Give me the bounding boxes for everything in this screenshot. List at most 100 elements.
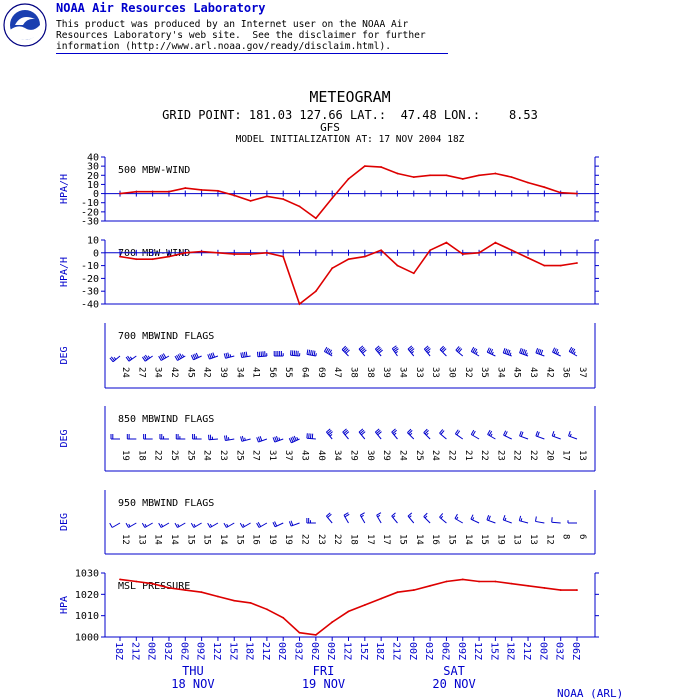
- data-point: [445, 580, 448, 583]
- wind-barb: [486, 347, 496, 357]
- wind-barb: [407, 345, 415, 357]
- wind-barb: [470, 514, 480, 524]
- wind-feather: [257, 436, 261, 442]
- wind-feather: [411, 351, 414, 354]
- disclaimer-line: This product was produced by an Internet…: [56, 19, 409, 30]
- model-init: MODEL INITIALIZATION AT: 17 NOV 2004 18Z: [236, 134, 465, 145]
- x-tick-label: 18Z: [505, 642, 516, 660]
- data-point: [249, 601, 252, 604]
- disclaimer-line: information (http://www.arl.noaa.gov/rea…: [56, 41, 392, 52]
- wind-barb: [343, 512, 350, 524]
- y-axis-label: DEG: [59, 513, 70, 531]
- wind-speed-label: 13: [136, 534, 146, 545]
- wind-feather: [162, 353, 167, 359]
- wind-speed-label: 25: [414, 450, 424, 461]
- wind-staff: [535, 520, 545, 524]
- wind-feather: [573, 351, 576, 355]
- wind-feather: [376, 429, 381, 434]
- wind-feather: [504, 431, 508, 437]
- wind-barb: [535, 516, 545, 524]
- wind-staff: [177, 522, 186, 528]
- noaa-logo: [3, 3, 47, 47]
- wind-feather: [207, 354, 210, 360]
- wind-feather: [427, 351, 431, 354]
- data-point: [445, 174, 448, 177]
- wind-feather: [278, 437, 281, 441]
- wind-speed-label: 23: [495, 450, 505, 461]
- wind-feather: [556, 351, 560, 355]
- x-tick-label: 12Z: [342, 642, 353, 660]
- wind-barb: [126, 434, 137, 440]
- data-point: [119, 192, 121, 195]
- wind-feather: [359, 429, 365, 434]
- wind-feather: [375, 428, 380, 433]
- wind-barb: [455, 346, 464, 357]
- wind-feather: [242, 523, 245, 527]
- wind-speed-label: 45: [185, 367, 195, 378]
- wind-barb: [454, 429, 464, 440]
- wind-feather: [239, 522, 244, 528]
- wind-feather: [571, 348, 576, 354]
- panel-2: HPA/H 700 MBW-WIND 100 -10 -20 -30 -40: [59, 236, 599, 311]
- wind-feather: [127, 355, 131, 361]
- wind-feather: [190, 355, 194, 361]
- wind-feather: [502, 515, 506, 521]
- wind-staff: [226, 522, 235, 528]
- wind-feather: [552, 347, 556, 353]
- x-tick-label: 03Z: [162, 642, 173, 660]
- wind-feather: [174, 522, 178, 528]
- wind-feather: [227, 352, 230, 358]
- wind-speed-label: 18: [349, 534, 359, 545]
- wind-speed-label: 15: [446, 534, 456, 545]
- wind-speed-label: 37: [283, 450, 293, 461]
- wind-speed-label: 27: [251, 450, 261, 461]
- wind-staff: [306, 437, 316, 440]
- wind-feather: [360, 514, 364, 518]
- wind-feather: [538, 349, 542, 355]
- wind-staff: [358, 348, 366, 357]
- wind-barb: [391, 428, 398, 440]
- wind-barb: [359, 512, 366, 524]
- x-tick-label: 03Z: [423, 642, 434, 660]
- wind-staff: [258, 522, 268, 528]
- wind-feather: [110, 356, 115, 361]
- wind-speed-label: 17: [365, 534, 375, 545]
- wind-feather: [440, 515, 444, 519]
- wind-barb: [519, 431, 529, 440]
- chart-title: METEOGRAM: [309, 88, 390, 106]
- wind-speed-label: 39: [381, 367, 391, 378]
- lab-title[interactable]: NOAA Air Resources Laboratory: [56, 1, 266, 15]
- wind-staff: [225, 438, 235, 442]
- wind-feather: [109, 522, 113, 528]
- data-point: [412, 589, 415, 591]
- wind-speed-label: 69: [316, 367, 326, 378]
- wind-speed-label: 31: [267, 450, 277, 461]
- wind-speed-label: 14: [218, 534, 228, 545]
- wind-feather: [342, 428, 347, 433]
- wind-feather: [296, 437, 299, 440]
- wind-feather: [360, 512, 365, 516]
- wind-speed-label: 22: [479, 450, 489, 461]
- wind-speed-label: 19: [495, 534, 505, 545]
- wind-barb: [518, 515, 529, 524]
- wind-feather: [125, 522, 129, 528]
- wind-speed-label: 15: [234, 534, 244, 545]
- y-tick-label: 0: [93, 189, 99, 200]
- wind-feather: [470, 514, 474, 520]
- wind-speed-label: 21: [463, 450, 473, 461]
- wind-feather: [160, 523, 164, 527]
- wind-barb: [552, 347, 561, 357]
- data-point: [527, 181, 529, 184]
- wind-feather: [224, 435, 226, 441]
- wind-speed-label: 38: [349, 367, 359, 378]
- wind-feather: [426, 348, 431, 353]
- wind-speed-label: 34: [332, 450, 342, 461]
- wind-feather: [522, 349, 526, 355]
- data-point: [576, 262, 578, 264]
- wind-feather: [568, 346, 573, 352]
- wind-feather: [313, 350, 316, 356]
- wind-barb: [125, 355, 137, 362]
- wind-barb: [535, 348, 545, 357]
- header-divider: [56, 53, 448, 54]
- y-axis-label: DEG: [59, 429, 70, 447]
